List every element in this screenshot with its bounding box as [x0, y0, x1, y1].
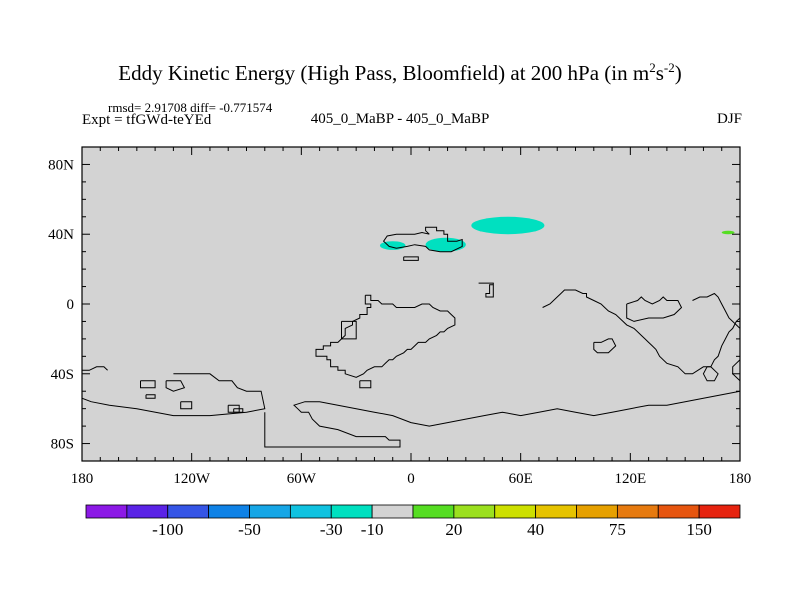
- anomaly-patch-3: [721, 230, 735, 235]
- colorbar-box-11: [535, 504, 577, 519]
- coastline-2: [478, 282, 494, 298]
- colorbar-box-9: [453, 504, 496, 519]
- coastline-17: [180, 401, 193, 410]
- coastline-4: [341, 320, 357, 340]
- coastline-6: [82, 366, 108, 371]
- coastline-5: [82, 373, 266, 417]
- coastline-1: [403, 256, 419, 261]
- coastline-15: [702, 366, 719, 382]
- season-label: DJF: [716, 111, 742, 127]
- x-tick-label-5: 120E: [614, 471, 646, 487]
- colorbar-box-8: [412, 504, 455, 519]
- map-layer: [82, 147, 740, 461]
- anomaly-patch-2: [379, 241, 406, 250]
- colorbar-label-2: -30: [320, 520, 343, 539]
- coastline-3: [315, 294, 456, 378]
- coastline-16: [359, 380, 372, 389]
- chart-title-unit-m-exp: 2: [649, 60, 656, 75]
- comparison-label: 405_0_MaBP - 405_0_MaBP: [310, 111, 490, 127]
- chart-title-unit-s-exp: -2: [663, 60, 675, 75]
- colorbar-box-15: [698, 504, 741, 519]
- x-tick-label-3: 0: [407, 471, 415, 487]
- coastline-14: [732, 359, 740, 382]
- y-tick-label-4: 80S: [51, 437, 74, 453]
- coastline-9: [264, 390, 740, 448]
- coastline-18: [140, 380, 156, 389]
- coastline-12: [626, 296, 683, 322]
- y-tick-label-0: 80N: [48, 157, 74, 173]
- colorbar-box-12: [576, 504, 618, 519]
- coastline-19: [145, 394, 156, 399]
- y-tick-label-3: 40S: [51, 367, 74, 383]
- x-tick-label-1: 120W: [173, 471, 211, 487]
- colorbar-label-3: -10: [361, 520, 384, 539]
- colorbar-box-1: [126, 504, 169, 519]
- colorbar-label-7: 150: [686, 520, 712, 539]
- coastline-0: [382, 226, 463, 253]
- colorbar-box-7: [371, 504, 414, 519]
- x-tick-label-0: 180: [71, 471, 94, 487]
- chart-title-main: Eddy Kinetic Energy (High Pass, Bloomfie…: [118, 61, 650, 85]
- colorbar-box-4: [249, 504, 291, 519]
- coastline-10: [542, 289, 740, 375]
- y-tick-label-2: 0: [67, 297, 75, 313]
- coastline-11: [593, 338, 617, 354]
- y-tick-label-1: 40N: [48, 227, 74, 243]
- x-tick-label-4: 60E: [509, 471, 533, 487]
- coastline-7: [165, 380, 186, 392]
- chart-title: Eddy Kinetic Energy (High Pass, Bloomfie…: [118, 60, 682, 85]
- map-background: [82, 147, 740, 461]
- stats-label: rmsd= 2.91708 diff= -0.771574: [108, 100, 273, 115]
- colorbar-label-5: 40: [527, 520, 544, 539]
- x-tick-label-2: 60W: [287, 471, 317, 487]
- colorbar-box-13: [616, 504, 659, 519]
- colorbar-label-6: 75: [609, 520, 626, 539]
- colorbar-box-10: [494, 504, 537, 519]
- colorbar-label-1: -50: [238, 520, 261, 539]
- colorbar: -100 -50 -30 -10 20 40 75 150: [85, 504, 741, 539]
- colorbar-box-6: [330, 504, 373, 519]
- coastline-13: [692, 292, 740, 329]
- colorbar-box-2: [167, 504, 210, 519]
- chart-title-close: ): [674, 61, 682, 85]
- colorbar-box-0: [85, 504, 128, 519]
- expt-label: Expt = tfGWd-teYEd: [82, 112, 212, 128]
- colorbar-box-5: [289, 504, 332, 519]
- colorbar-box-14: [657, 504, 700, 519]
- colorbar-label-4: 20: [445, 520, 462, 539]
- map-contents: [82, 216, 740, 448]
- anomaly-patch-0: [471, 216, 545, 235]
- coastline-20: [233, 408, 244, 413]
- colorbar-label-0: -100: [152, 520, 183, 539]
- colorbar-box-3: [208, 504, 250, 519]
- x-tick-label-6: 180: [729, 471, 752, 487]
- axis-layer: 180 120W 60W 0 60E 120E 180 80N 40N 0 40S 80S: [48, 146, 752, 487]
